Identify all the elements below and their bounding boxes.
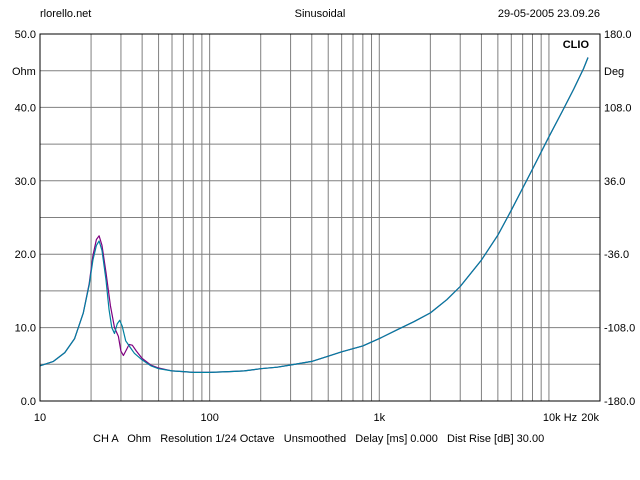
y-tick-label-left: 10.0 (15, 323, 36, 335)
header-timestamp: 29-05-2005 23.09.26 (498, 8, 600, 20)
header-title: Sinusoidal (295, 8, 346, 20)
impedance-curve-b (39, 57, 589, 373)
plot-frame (39, 33, 601, 402)
y-tick-label-right: 36.0 (604, 176, 625, 188)
plot-series (39, 57, 589, 373)
y-axis-left-unit: Ohm (12, 66, 36, 78)
x-axis: 10 100 1k 10k Hz 20k (34, 412, 600, 424)
x-tick-label: 20k (581, 412, 599, 424)
y-tick-label-left: 50.0 (15, 29, 36, 41)
y-tick-label-right: 108.0 (604, 102, 632, 114)
y-tick-label-left: 30.0 (15, 176, 36, 188)
y-tick-label-right: -180.0 (604, 396, 635, 408)
x-tick-label: 100 (200, 412, 218, 424)
y-tick-label-right: -36.0 (604, 249, 629, 261)
y-tick-label-left: 0.0 (21, 396, 36, 408)
y-axis-left: 50.0 40.0 30.0 20.0 10.0 0.0 (15, 29, 36, 408)
x-tick-label: 10k Hz (543, 412, 577, 424)
y-axis-right-unit: Deg (604, 66, 624, 78)
header-site: rlorello.net (40, 8, 91, 20)
y-tick-label-left: 20.0 (15, 249, 36, 261)
y-tick-label-left: 40.0 (15, 102, 36, 114)
y-axis-right: 180.0 108.0 36.0 -36.0 -108.0 -180.0 (604, 29, 635, 408)
footer-info: CH A Ohm Resolution 1/24 Octave Unsmooth… (93, 433, 544, 445)
x-tick-label: 10 (34, 412, 46, 424)
plot-grid (40, 34, 601, 401)
clio-logo: CLIO (563, 39, 590, 51)
y-tick-label-right: -108.0 (604, 323, 635, 335)
y-tick-label-right: 180.0 (604, 29, 632, 41)
x-tick-label: 1k (373, 412, 385, 424)
